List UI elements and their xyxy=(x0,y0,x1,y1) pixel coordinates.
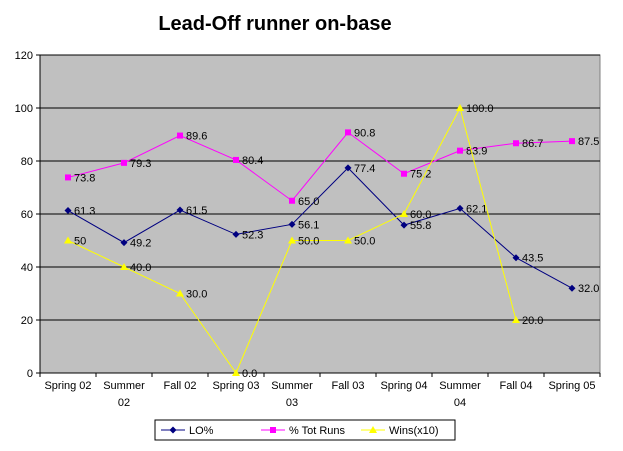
data-label-tot-runs: 79.3 xyxy=(130,158,151,170)
data-label-lo: 43.5 xyxy=(522,253,543,265)
legend-marker-tot-runs xyxy=(270,427,276,433)
legend-marker-lo xyxy=(169,426,177,434)
data-point-lo xyxy=(568,284,576,292)
x-tick-label: Summer 02 xyxy=(103,380,145,409)
data-point-lo xyxy=(400,221,408,229)
x-tick-label: Summer 04 xyxy=(439,380,481,409)
y-tick-label: 20 xyxy=(21,315,33,327)
data-point-wins-x10 xyxy=(344,236,352,244)
data-point-tot-runs xyxy=(457,147,463,154)
data-label-lo: 77.4 xyxy=(354,163,375,175)
data-label-wins-x10: 50.0 xyxy=(354,236,375,248)
data-label-tot-runs: 75.2 xyxy=(410,169,431,181)
data-label-wins-x10: 20.0 xyxy=(522,315,543,327)
data-point-tot-runs xyxy=(569,138,575,145)
series-line-lo xyxy=(67,167,573,289)
data-point-tot-runs xyxy=(121,159,127,166)
data-point-tot-runs xyxy=(401,170,407,177)
legend-box xyxy=(154,419,456,441)
chart-title: Lead-Off runner on-base xyxy=(158,13,391,35)
legend-label-tot-runs: % Tot Runs xyxy=(289,425,346,437)
data-point-lo xyxy=(288,220,296,228)
legend-label-lo: LO% xyxy=(189,425,214,437)
data-point-tot-runs xyxy=(65,174,71,181)
data-point-tot-runs xyxy=(233,156,239,163)
data-label-lo: 62.1 xyxy=(466,203,487,215)
data-point-lo xyxy=(64,207,72,215)
legend-marker-wins-x10 xyxy=(369,426,377,433)
data-point-lo xyxy=(512,254,520,262)
series-line-tot-runs xyxy=(67,131,573,202)
data-label-tot-runs: 73.8 xyxy=(74,172,95,184)
data-label-wins-x10: 60.0 xyxy=(410,209,431,221)
data-point-tot-runs xyxy=(345,129,351,136)
y-tick-label: 0 xyxy=(27,368,33,380)
data-label-tot-runs: 87.5 xyxy=(578,136,599,148)
data-point-lo xyxy=(176,206,184,214)
data-label-wins-x10: 0.0 xyxy=(242,368,257,380)
data-label-wins-x10: 50.0 xyxy=(298,236,319,248)
data-label-lo: 49.2 xyxy=(130,238,151,250)
y-tick-label: 100 xyxy=(15,103,33,115)
plot-area: 0 20 40 60 80 100 120 Spring 02 Summer 02 Fall 02 S… xyxy=(15,50,601,409)
data-label-wins-x10: 50 xyxy=(74,236,86,248)
data-label-tot-runs: 89.6 xyxy=(186,131,207,143)
data-point-wins-x10 xyxy=(120,263,128,270)
data-point-wins-x10 xyxy=(232,369,240,376)
data-point-wins-x10 xyxy=(176,289,184,297)
data-label-lo: 61.3 xyxy=(74,206,95,218)
x-tick-label: Spring 02 xyxy=(44,380,91,392)
y-tick-label: 40 xyxy=(21,262,33,274)
data-point-wins-x10 xyxy=(456,104,464,111)
data-label-tot-runs: 86.7 xyxy=(522,138,543,150)
data-point-wins-x10 xyxy=(288,236,296,244)
data-label-tot-runs: 90.8 xyxy=(354,127,375,139)
x-tick-label: Summer 03 xyxy=(271,380,313,409)
data-label-wins-x10: 100.0 xyxy=(466,103,494,115)
x-tick-label: Fall 04 xyxy=(499,380,532,392)
data-point-wins-x10 xyxy=(64,236,72,244)
data-point-tot-runs xyxy=(177,132,183,139)
y-tick-label: 120 xyxy=(15,50,33,62)
data-label-wins-x10: 40.0 xyxy=(130,262,151,274)
data-label-lo: 55.8 xyxy=(410,220,431,232)
x-tick-label: Fall 03 xyxy=(331,380,364,392)
data-label-tot-runs: 80.4 xyxy=(242,155,263,167)
data-label-tot-runs: 83.9 xyxy=(466,146,487,158)
data-label-lo: 56.1 xyxy=(298,219,319,231)
data-label-lo: 32.0 xyxy=(578,283,599,295)
data-point-lo xyxy=(344,164,352,172)
x-tick-label: Spring 05 xyxy=(548,380,595,392)
x-tick-label: Spring 03 xyxy=(212,380,259,392)
legend-label-wins-x10: Wins(x10) xyxy=(389,425,439,437)
data-point-wins-x10 xyxy=(400,210,408,217)
data-point-lo xyxy=(456,204,464,212)
x-tick-label: Fall 02 xyxy=(163,380,196,392)
legend: LO% % Tot Runs Wins(x10) xyxy=(154,419,456,441)
data-point-wins-x10 xyxy=(512,316,520,323)
data-label-tot-runs: 65.0 xyxy=(298,196,319,208)
data-point-lo xyxy=(232,230,240,238)
x-tick-label: Spring 04 xyxy=(380,380,427,392)
data-label-lo: 52.3 xyxy=(242,229,263,241)
y-tick-label: 80 xyxy=(21,156,33,168)
data-point-lo xyxy=(120,239,128,247)
data-point-tot-runs xyxy=(513,140,519,147)
data-point-tot-runs xyxy=(289,197,295,204)
data-label-lo: 61.5 xyxy=(186,205,207,217)
y-tick-label: 60 xyxy=(21,209,33,221)
data-label-wins-x10: 30.0 xyxy=(186,289,207,301)
